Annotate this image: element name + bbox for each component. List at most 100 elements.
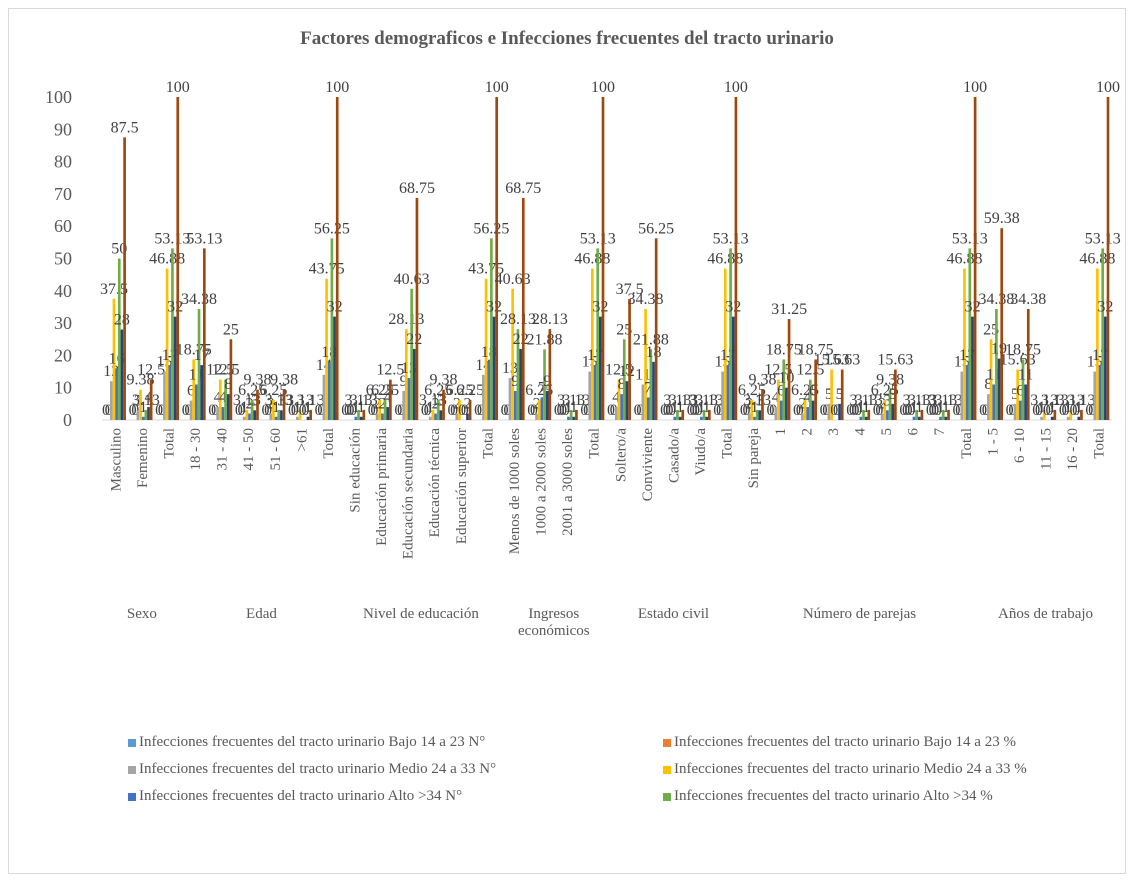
legend-swatch bbox=[128, 793, 136, 801]
data-label: 0 bbox=[846, 402, 854, 419]
data-label: 12.5 bbox=[212, 362, 240, 379]
bar bbox=[700, 416, 703, 420]
bar bbox=[1106, 97, 1110, 420]
data-label: 32 bbox=[964, 299, 980, 316]
bar bbox=[676, 409, 679, 420]
group-label: Años de trabajo bbox=[998, 606, 1094, 622]
bar bbox=[195, 384, 198, 420]
bar bbox=[298, 409, 302, 420]
data-label: 53.13 bbox=[580, 230, 616, 247]
data-label: 6 bbox=[777, 383, 785, 400]
x-tick-label: Educación superior bbox=[454, 428, 470, 544]
bar bbox=[405, 329, 408, 420]
group-label: Sexo bbox=[126, 606, 157, 622]
data-label: 12.5 bbox=[376, 362, 404, 379]
data-label: 0 bbox=[291, 402, 299, 419]
data-label: 46.88 bbox=[946, 251, 982, 268]
chart-frame bbox=[8, 8, 1126, 874]
bar bbox=[939, 416, 942, 420]
data-label: 0 bbox=[793, 402, 801, 419]
data-label: 9 bbox=[543, 373, 551, 390]
bar bbox=[386, 407, 390, 420]
data-label: 0 bbox=[238, 402, 246, 419]
bar bbox=[543, 349, 546, 420]
bar bbox=[482, 374, 485, 420]
bar bbox=[245, 409, 249, 420]
data-label: 12.5 bbox=[137, 362, 165, 379]
x-tick-label: Total bbox=[321, 428, 337, 459]
data-label: 1 bbox=[751, 399, 759, 416]
data-label: 4 bbox=[145, 389, 153, 406]
data-label: 0 bbox=[934, 402, 942, 419]
bar bbox=[622, 339, 626, 420]
bar bbox=[224, 379, 227, 420]
data-label: 18 bbox=[646, 344, 662, 361]
data-label: 2 bbox=[463, 396, 471, 413]
data-label: 6 bbox=[187, 383, 195, 400]
data-label: 56.25 bbox=[473, 220, 509, 237]
x-tick-label: Total bbox=[161, 428, 177, 459]
bar bbox=[442, 389, 445, 420]
data-label: 7 bbox=[644, 379, 652, 396]
data-label: 0 bbox=[261, 402, 269, 419]
data-label: 0 bbox=[527, 402, 535, 419]
bar bbox=[747, 413, 751, 420]
data-label: 6.25 bbox=[871, 382, 899, 399]
x-tick-label: Casado/a bbox=[666, 428, 682, 483]
bar bbox=[726, 365, 730, 420]
data-label: 0 bbox=[211, 402, 219, 419]
data-label: 46.88 bbox=[1079, 251, 1115, 268]
data-label: 1 bbox=[862, 399, 870, 416]
bar bbox=[117, 258, 121, 420]
bar bbox=[508, 378, 512, 420]
bar bbox=[535, 413, 538, 420]
x-tick-label: 6 bbox=[906, 428, 922, 436]
bar bbox=[755, 409, 759, 420]
x-tick-label: Educación técnica bbox=[427, 428, 443, 538]
bar bbox=[375, 413, 379, 420]
data-label: 0 bbox=[979, 402, 987, 419]
bar bbox=[484, 278, 488, 420]
bar bbox=[886, 410, 889, 420]
data-label: 28.13 bbox=[532, 311, 568, 328]
bar bbox=[814, 359, 817, 420]
data-label: 6.25 bbox=[259, 382, 287, 399]
data-label: 3.13 bbox=[562, 392, 590, 409]
data-label: 100 bbox=[325, 79, 349, 96]
bar bbox=[269, 413, 273, 420]
bar bbox=[200, 365, 203, 420]
data-label: 21.88 bbox=[527, 331, 563, 348]
bar bbox=[280, 410, 283, 420]
bar bbox=[537, 399, 541, 420]
data-label: 12.5 bbox=[206, 362, 234, 379]
data-label: 22 bbox=[406, 331, 422, 348]
data-label: 1 bbox=[272, 399, 280, 416]
bar bbox=[165, 268, 169, 420]
bar bbox=[827, 403, 831, 420]
data-label: 1 bbox=[139, 399, 147, 416]
data-label: 6.25 bbox=[456, 382, 484, 399]
x-tick-label: 4 bbox=[853, 428, 869, 436]
bar bbox=[599, 316, 602, 420]
data-label: 0 bbox=[458, 402, 466, 419]
data-label: 6.25 bbox=[445, 382, 473, 399]
data-label: 9.38 bbox=[243, 372, 271, 389]
data-label: 0 bbox=[830, 402, 838, 419]
bar bbox=[192, 359, 196, 420]
x-tick-label: 16 - 20 bbox=[1065, 428, 1081, 471]
data-label: 0 bbox=[660, 402, 668, 419]
y-tick-label: 80 bbox=[54, 152, 72, 172]
data-label: 6.25 bbox=[371, 382, 399, 399]
bar bbox=[588, 371, 592, 420]
data-label: 0 bbox=[1085, 402, 1093, 419]
bar bbox=[139, 389, 142, 420]
data-label: 4 bbox=[384, 389, 392, 406]
data-label: 9.38 bbox=[127, 372, 155, 389]
data-label: 6.25 bbox=[424, 382, 452, 399]
bar bbox=[803, 399, 807, 420]
bar bbox=[809, 379, 812, 420]
legend-item: Infecciones frecuentes del tracto urinar… bbox=[128, 733, 498, 752]
data-label: 17 bbox=[194, 347, 210, 364]
data-label: 0 bbox=[264, 402, 272, 419]
data-label: 0 bbox=[477, 402, 485, 419]
